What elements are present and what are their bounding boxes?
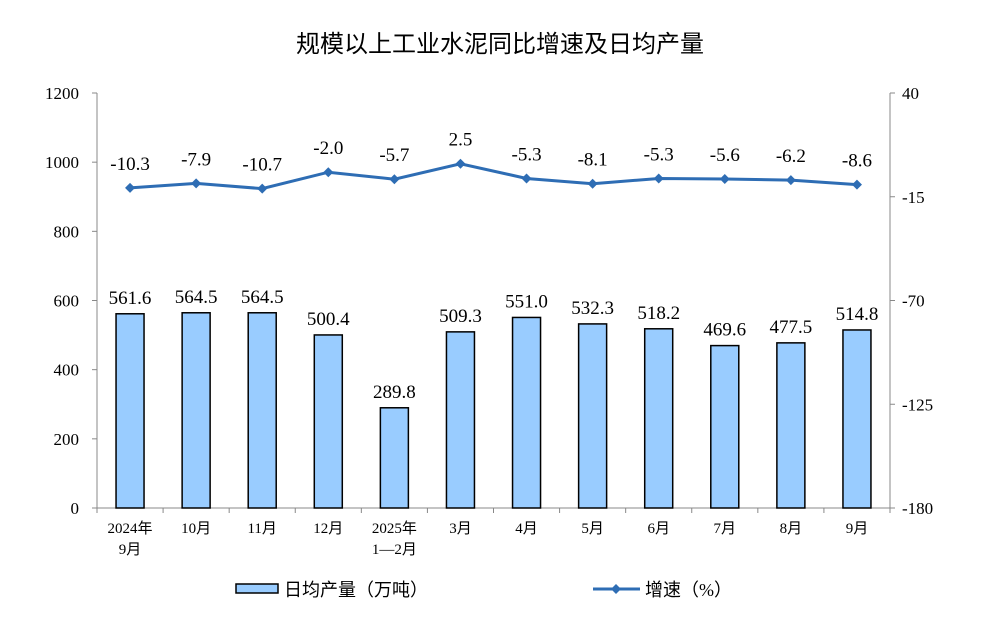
left-tick-label: 1000 xyxy=(45,153,79,172)
line-point-marker xyxy=(323,167,334,178)
line-data-label: -8.6 xyxy=(842,151,872,172)
x-tick-label: 10月 xyxy=(181,521,211,537)
x-tick-label: 2024年 xyxy=(108,520,153,537)
right-tick-label: -15 xyxy=(902,188,925,207)
left-tick-label: 800 xyxy=(54,222,80,241)
right-tick-label: -70 xyxy=(902,292,925,311)
left-tick-label: 600 xyxy=(54,292,80,311)
bar xyxy=(710,344,740,509)
legend-line-label: 增速（%） xyxy=(645,580,732,600)
line-data-label: -5.7 xyxy=(379,145,409,166)
x-tick-label: 1—2月 xyxy=(372,542,417,558)
line-data-label: -6.2 xyxy=(776,146,806,167)
line-point-marker xyxy=(851,179,862,190)
bar xyxy=(445,331,476,509)
bar xyxy=(842,329,872,509)
bar-data-label: 514.8 xyxy=(836,304,879,325)
bar xyxy=(379,407,410,509)
bar xyxy=(313,334,344,509)
x-tick-label: 7月 xyxy=(714,521,737,537)
bar-data-label: 469.6 xyxy=(703,320,746,341)
bar-data-label: 564.5 xyxy=(241,287,284,308)
line-data-label: -10.7 xyxy=(242,155,282,176)
line-point-marker xyxy=(257,183,268,194)
x-tick-label: 3月 xyxy=(449,521,472,537)
line-point-marker xyxy=(521,173,532,184)
x-tick-label: 9月 xyxy=(846,521,869,537)
line-data-label: -5.3 xyxy=(512,144,542,165)
left-tick-label: 0 xyxy=(71,499,80,518)
line-point-marker xyxy=(653,173,664,184)
legend-line-marker xyxy=(611,584,621,594)
line-data-label: -10.3 xyxy=(110,154,150,175)
bar-data-label: 509.3 xyxy=(439,306,482,327)
x-tick-label: 2025年 xyxy=(372,520,417,537)
left-tick-label: 200 xyxy=(54,430,80,449)
line-data-label: -5.3 xyxy=(644,144,674,165)
x-tick-label: 9月 xyxy=(119,542,142,558)
left-tick-label: 1200 xyxy=(45,84,79,103)
chart-title: 规模以上工业水泥同比增速及日均产量 xyxy=(296,31,704,58)
line-point-marker xyxy=(587,178,598,189)
x-tick-label: 6月 xyxy=(647,521,670,537)
x-tick-label: 8月 xyxy=(780,521,803,537)
line-data-label: -7.9 xyxy=(181,149,211,170)
bar-data-label: 289.8 xyxy=(373,382,416,403)
line-point-marker xyxy=(125,182,136,193)
growth-line xyxy=(129,162,858,191)
line-data-label: 2.5 xyxy=(449,130,473,151)
bar-data-label: 477.5 xyxy=(770,317,813,338)
line-data-label: -2.0 xyxy=(313,138,343,159)
right-tick-label: 40 xyxy=(902,84,919,103)
bar-data-label: 561.6 xyxy=(109,288,152,309)
bar xyxy=(181,312,211,509)
x-tick-label: 5月 xyxy=(581,521,604,537)
bar xyxy=(643,328,674,509)
bar xyxy=(577,323,608,509)
line-data-label: -5.6 xyxy=(710,145,740,166)
bar-data-label: 564.5 xyxy=(175,287,218,308)
line-point-marker xyxy=(785,175,796,186)
bar-data-label: 518.2 xyxy=(637,303,680,324)
legend-bar-label: 日均产量（万吨） xyxy=(284,580,428,600)
x-tick-label: 11月 xyxy=(247,521,276,537)
line-point-marker xyxy=(191,178,202,189)
bar xyxy=(115,313,145,509)
line-point-marker xyxy=(455,158,466,169)
bar-data-label: 551.0 xyxy=(505,291,548,312)
bar-data-label: 500.4 xyxy=(307,309,350,330)
legend-bar-swatch xyxy=(235,583,279,594)
bar-data-label: 532.3 xyxy=(571,298,614,319)
line-data-label: -8.1 xyxy=(578,150,608,171)
x-tick-label: 4月 xyxy=(515,521,538,537)
bar xyxy=(511,316,542,509)
x-tick-label: 12月 xyxy=(313,521,343,537)
right-tick-label: -125 xyxy=(902,395,933,414)
line-point-marker xyxy=(719,174,730,185)
left-tick-label: 400 xyxy=(54,361,80,380)
right-tick-label: -180 xyxy=(902,499,933,518)
bar xyxy=(247,312,277,509)
bar xyxy=(776,342,806,509)
line-point-marker xyxy=(389,174,400,185)
